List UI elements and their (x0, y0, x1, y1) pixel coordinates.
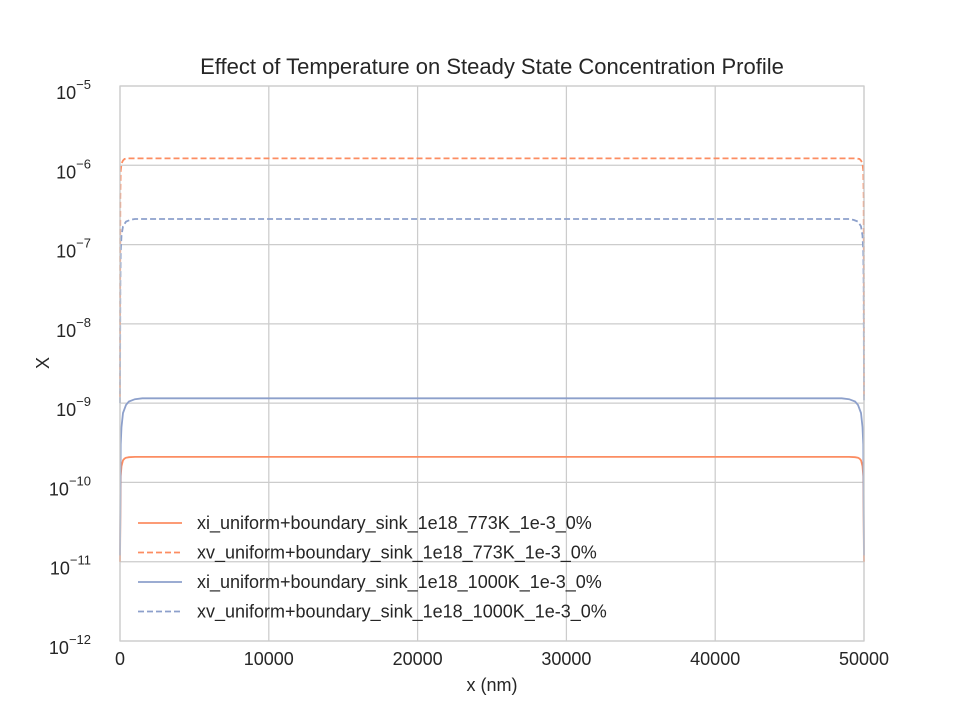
legend-label-3: xv_uniform+boundary_sink_1e18_1000K_1e-3… (197, 602, 607, 623)
chart-title: Effect of Temperature on Steady State Co… (200, 54, 784, 79)
series-line-2 (119, 397, 865, 556)
x-axis-label: x (nm) (467, 675, 518, 695)
y-tick-label: 10−11 (50, 553, 91, 579)
y-tick-label: 10−10 (49, 473, 91, 499)
series-line-1 (119, 157, 865, 397)
x-tick-labels: 0 10000 20000 30000 40000 50000 (115, 649, 889, 669)
y-tick-labels: 10−12 10−11 10−10 10−9 10−8 10−7 10−6 10−5 (49, 77, 91, 658)
x-tick-label: 20000 (393, 649, 443, 669)
y-tick-label: 10−6 (56, 156, 91, 182)
x-tick-label: 40000 (690, 649, 740, 669)
legend: xi_uniform+boundary_sink_1e18_773K_1e-3_… (138, 513, 607, 623)
x-tick-label: 0 (115, 649, 125, 669)
y-tick-label: 10−12 (49, 632, 91, 658)
plot-frame (119, 85, 865, 642)
legend-label-1: xv_uniform+boundary_sink_1e18_773K_1e-3_… (197, 543, 597, 564)
y-tick-label: 10−8 (56, 315, 91, 341)
y-tick-label: 10−5 (56, 77, 91, 103)
series-lines (119, 157, 865, 562)
y-tick-label: 10−9 (56, 394, 91, 420)
series-line-0 (119, 456, 865, 562)
legend-label-2: xi_uniform+boundary_sink_1e18_1000K_1e-3… (197, 572, 602, 593)
x-tick-label: 30000 (541, 649, 591, 669)
plot-area (120, 86, 864, 641)
x-tick-label: 50000 (839, 649, 889, 669)
legend-label-0: xi_uniform+boundary_sink_1e18_773K_1e-3_… (197, 513, 592, 534)
y-axis-label: X (33, 357, 53, 369)
series-line-3 (119, 218, 865, 404)
y-tick-label: 10−7 (56, 236, 91, 262)
x-tick-label: 10000 (244, 649, 294, 669)
